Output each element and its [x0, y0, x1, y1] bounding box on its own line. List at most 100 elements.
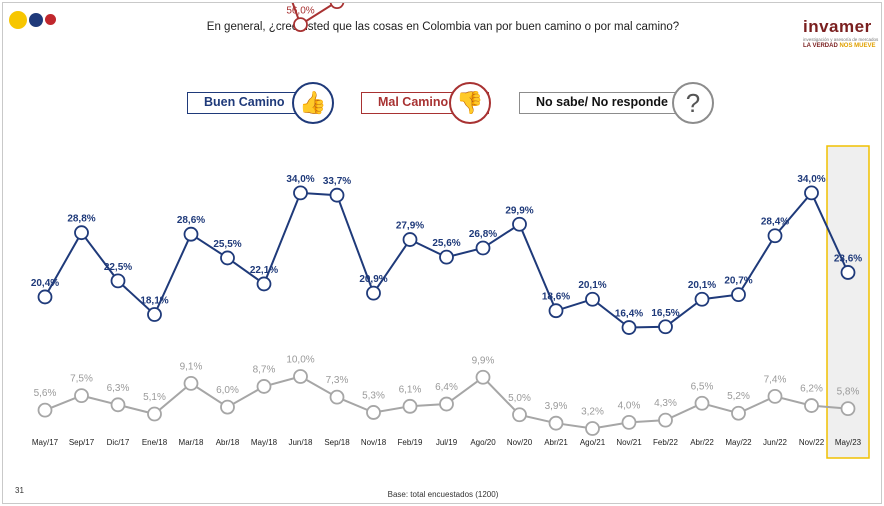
data-label: 22,1% [250, 265, 278, 276]
data-point [329, 187, 345, 203]
thumbs-down-icon: 👎 [449, 82, 491, 124]
data-label: 16,4% [615, 309, 643, 320]
data-point [37, 402, 53, 418]
data-point [548, 415, 564, 431]
x-tick-label: Dic/17 [107, 438, 130, 447]
data-point [366, 285, 381, 301]
data-label: 7,5% [70, 374, 93, 385]
x-tick-label: Jun/18 [288, 438, 313, 447]
data-label: 8,7% [253, 364, 276, 375]
data-label: 20,1% [578, 280, 606, 291]
data-label: 25,6% [432, 238, 460, 249]
x-tick-label: Jun/22 [763, 438, 788, 447]
data-label: 28,4% [761, 217, 789, 228]
data-point [329, 3, 345, 10]
data-label: 5,0% [508, 393, 531, 404]
data-point [621, 320, 637, 335]
data-point [329, 389, 345, 405]
data-label: 7,4% [764, 374, 787, 385]
data-label: 3,2% [581, 407, 604, 418]
x-tick-label: Sep/18 [324, 438, 350, 447]
data-point [366, 405, 381, 420]
data-label: 5,8% [837, 387, 860, 398]
data-label: 28,6% [177, 215, 205, 226]
data-point [74, 225, 89, 241]
data-point [293, 369, 308, 384]
data-point [585, 421, 600, 436]
x-tick-label: Abr/21 [544, 438, 568, 447]
legend-label: Buen Camino [204, 95, 285, 109]
x-tick-label: May/22 [725, 438, 752, 447]
data-point [840, 401, 856, 417]
data-point [293, 185, 308, 201]
data-point [183, 375, 199, 391]
data-point [804, 398, 819, 413]
x-tick-label: Nov/21 [616, 438, 642, 447]
legend-label: No sabe/ No responde [536, 95, 668, 109]
data-point [694, 395, 710, 411]
data-label: 10,0% [286, 355, 314, 366]
data-point [694, 291, 710, 307]
x-tick-label: May/18 [251, 438, 278, 447]
x-tick-label: Sep/17 [69, 438, 95, 447]
data-label: 7,3% [326, 375, 349, 386]
data-point [767, 228, 783, 244]
data-point [74, 388, 89, 404]
data-point [110, 397, 126, 413]
x-tick-label: Ago/20 [470, 438, 496, 447]
data-point [475, 240, 491, 256]
logo-tagline-accent: NOS MUEVE [839, 43, 876, 49]
data-point [220, 250, 235, 266]
data-label: 9,1% [180, 361, 203, 372]
data-point [256, 379, 272, 394]
data-label: 6,0% [216, 385, 239, 396]
x-tick-label: Feb/19 [398, 438, 423, 447]
data-point [658, 412, 673, 428]
data-label: 5,3% [362, 390, 385, 401]
data-label: 22,5% [104, 262, 132, 273]
x-tick-label: Nov/18 [361, 438, 387, 447]
data-point [147, 307, 162, 322]
yellow-dot [9, 11, 27, 29]
logo-tagline-main: LA VERDAD [803, 43, 838, 49]
x-tick-label: May/23 [835, 438, 862, 447]
data-point [402, 398, 418, 414]
line-chart: 74,0%63,8%71,2%76,7%62,4%68,4%69,2%56,0%… [31, 3, 870, 459]
data-label: 6,2% [800, 384, 823, 395]
data-label: 27,9% [396, 221, 424, 232]
data-label: 26,8% [469, 229, 497, 240]
x-tick-label: Feb/22 [653, 438, 678, 447]
data-point [840, 265, 856, 280]
logo-name: invamer [803, 17, 872, 36]
data-label: 4,3% [654, 398, 677, 409]
data-point [731, 287, 746, 303]
data-point [110, 273, 126, 289]
data-label: 18,1% [140, 296, 168, 307]
data-label: 5,6% [34, 388, 57, 399]
logo-subtitle: investigación y asesoría de mercados [803, 37, 879, 42]
data-point [439, 396, 454, 412]
x-tick-label: Mar/18 [179, 438, 204, 447]
data-point [548, 303, 564, 319]
data-point [37, 289, 53, 305]
red-dot [45, 14, 56, 25]
x-tick-label: May/17 [32, 438, 59, 447]
data-point [439, 249, 454, 265]
data-point [621, 414, 637, 430]
data-label: 6,1% [399, 384, 422, 395]
data-point [512, 407, 527, 423]
thumbs-up-icon: 👍 [292, 82, 334, 124]
data-label: 25,5% [213, 239, 241, 250]
data-label: 20,9% [359, 274, 387, 285]
data-point [293, 17, 308, 33]
data-label: 6,4% [435, 382, 458, 393]
data-point [658, 319, 673, 335]
data-label: 23,6% [834, 253, 862, 264]
logo-tagline: LA VERDAD NOS MUEVE [803, 43, 875, 49]
data-point [585, 291, 600, 307]
data-label: 18,6% [542, 292, 570, 303]
data-label: 6,3% [107, 383, 130, 394]
x-tick-label: Jul/19 [436, 438, 458, 447]
x-tick-label: Abr/18 [216, 438, 240, 447]
